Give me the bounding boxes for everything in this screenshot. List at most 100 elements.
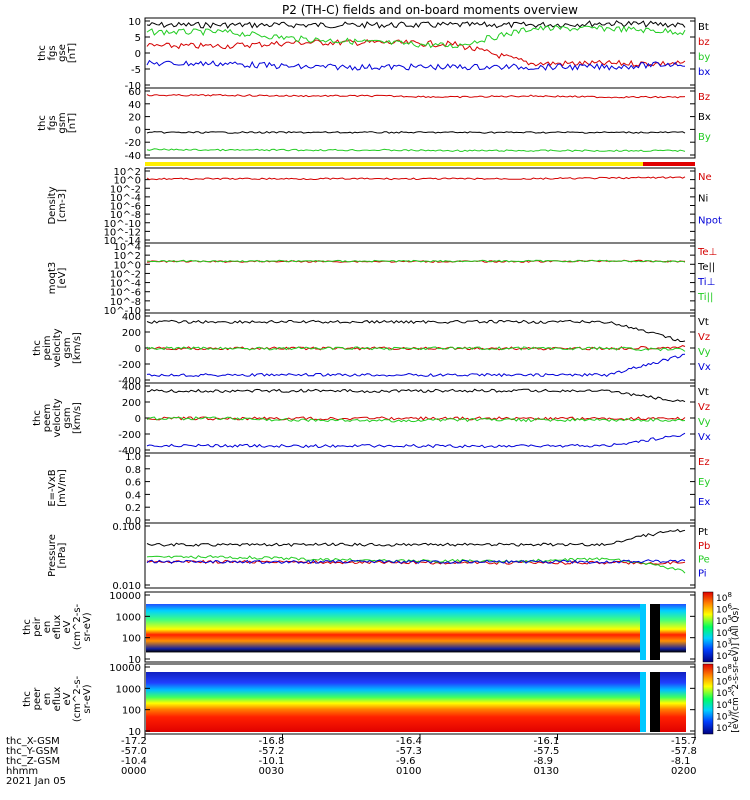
legend-ne: Ne bbox=[698, 172, 712, 183]
ylabel: gsm bbox=[62, 407, 73, 428]
colorbar-tick: 106 bbox=[716, 675, 732, 688]
colorbar-tick: 104 bbox=[716, 698, 732, 711]
spectrogram-ion bbox=[146, 604, 641, 660]
legend-te||: Te|| bbox=[697, 262, 715, 273]
footer-time: 0000 bbox=[121, 766, 146, 777]
ylabel: Pressure bbox=[47, 534, 58, 577]
footer-z: -8.9 bbox=[534, 756, 554, 767]
legend-bz: Bz bbox=[698, 92, 710, 103]
colorbar-electron-scale bbox=[702, 663, 714, 735]
legend-ti||: Ti|| bbox=[697, 292, 713, 303]
ytick-label: 0 bbox=[135, 414, 141, 425]
ytick-label: 10^-2 bbox=[110, 269, 141, 280]
ylabel: fgs bbox=[47, 45, 58, 60]
ytick-label: -5 bbox=[131, 65, 141, 76]
ytick-label: 10^-6 bbox=[110, 288, 141, 299]
ytick-label: 10^2 bbox=[114, 251, 141, 262]
ytick-label: 0 bbox=[135, 49, 141, 60]
ytick-label: 0.6 bbox=[125, 478, 141, 489]
panel-frame bbox=[144, 242, 696, 314]
footer-time: 0100 bbox=[396, 766, 421, 777]
ytick-label: -400 bbox=[118, 446, 141, 457]
legend-vy: Vy bbox=[698, 417, 711, 428]
legend-by: by bbox=[698, 52, 710, 63]
ytick-label: 10^-2 bbox=[110, 184, 141, 195]
ytick-label: 10 bbox=[128, 727, 141, 738]
ylabel: [nPa] bbox=[57, 542, 68, 568]
ylabel: (cm^2-s- bbox=[72, 675, 83, 722]
series-vx bbox=[146, 353, 686, 378]
ylabel: [eV] bbox=[57, 268, 68, 289]
footer-row-label: 2021 Jan 05 bbox=[6, 776, 66, 787]
ylabel: peim bbox=[42, 335, 53, 360]
ylabel: thc bbox=[37, 115, 48, 131]
ytick-label: 10^-14 bbox=[104, 236, 141, 247]
series-vy bbox=[146, 346, 686, 352]
footer-y: -57.8 bbox=[671, 746, 697, 757]
colorbar-tick: 102 bbox=[716, 721, 732, 734]
ytick-label: 0.8 bbox=[125, 465, 141, 476]
colorbar-tick: 108 bbox=[716, 663, 732, 676]
colorbar-tick: 104 bbox=[716, 626, 732, 639]
legend-vx: Vx bbox=[698, 362, 711, 373]
footer-x: -16.8 bbox=[259, 736, 285, 747]
legend-by: By bbox=[698, 132, 711, 143]
legend-vt: Vt bbox=[698, 317, 709, 328]
ytick-label: 10^2 bbox=[114, 167, 141, 178]
ytick-label: -40 bbox=[125, 151, 141, 162]
ytick-label: -200 bbox=[118, 430, 141, 441]
ylabel: moqt3 bbox=[47, 262, 58, 295]
ylabel: [nT] bbox=[67, 43, 78, 63]
ylabel: gsm bbox=[57, 112, 68, 133]
legend-pb: Pb bbox=[698, 541, 710, 552]
ytick-label: 10^-8 bbox=[110, 297, 141, 308]
ylabel: eflux bbox=[52, 687, 63, 712]
ytick-label: -200 bbox=[118, 360, 141, 371]
ytick-label: 0 bbox=[135, 344, 141, 355]
ylabel: sr-eV) bbox=[82, 684, 93, 713]
spectrogram-gap-black bbox=[650, 672, 660, 732]
colorbar-tick: 105 bbox=[716, 686, 732, 699]
colorbar-electron bbox=[702, 663, 714, 735]
panel-8: 0.100 0.010 Pressure [nPa] Pt Pb Pe Pi bbox=[47, 522, 710, 592]
ylabel: [cm-3] bbox=[57, 189, 68, 222]
ytick-label: -10 bbox=[125, 81, 141, 92]
ytick-label: -20 bbox=[125, 138, 141, 149]
legend-bx: bx bbox=[698, 67, 710, 78]
ytick-label: 10^-6 bbox=[110, 202, 141, 213]
ytick-label: 10^-8 bbox=[110, 210, 141, 221]
ylabel: peer bbox=[32, 687, 43, 711]
legend-ti⊥: Ti⊥ bbox=[697, 277, 715, 288]
series-by bbox=[146, 148, 686, 153]
ylabel: en bbox=[42, 621, 53, 634]
figure-title: P2 (TH-C) fields and on-board moments ov… bbox=[282, 3, 578, 17]
panel-7: 1.0 0.8 0.60.4 0.2 0.0 E=-VxB [mV/m] Ez Ey Ex bbox=[47, 452, 710, 527]
footer-x: -16.1 bbox=[534, 736, 560, 747]
ytick-label: 0.4 bbox=[125, 490, 141, 501]
ylabel: eV bbox=[62, 620, 73, 633]
ylabel: thc bbox=[37, 45, 48, 61]
footer-row-label: hhmm bbox=[6, 766, 38, 777]
ylabel: gse bbox=[57, 44, 68, 62]
panel-frame bbox=[144, 452, 696, 524]
legend-vy: Vy bbox=[698, 347, 711, 358]
ylabel: thc bbox=[22, 619, 33, 635]
panel-2: 60 40 200 -20 -40 thc fgs gsm [nT] Bz Bx By bbox=[37, 87, 711, 162]
colorbar-tick: 105 bbox=[716, 614, 732, 627]
colorbar-tick: 102 bbox=[716, 649, 732, 662]
colorbar-tick: 103 bbox=[716, 637, 732, 650]
spectrogram-tail bbox=[660, 604, 686, 660]
ytick-label: 10^-12 bbox=[104, 227, 141, 238]
ytick-label: 200 bbox=[122, 328, 141, 339]
series-bz bbox=[146, 39, 686, 67]
ytick-label: 400 bbox=[122, 382, 141, 393]
panel-10: 10000 1000 100 10 thc peer en eflux eV (cm^2-s-sr… bbox=[22, 663, 696, 738]
legend-ex: Ex bbox=[698, 497, 710, 508]
panel-5: 400 200 0 -200 -400 thc peim velocity gsm [km/s] V… bbox=[32, 312, 711, 387]
colorbar-tick: 103 bbox=[716, 709, 732, 722]
ytick-label: 0.0 bbox=[125, 516, 141, 527]
legend-ez: Ez bbox=[698, 457, 710, 468]
footer-y: -57.2 bbox=[259, 746, 285, 757]
ytick-label: 10^-10 bbox=[104, 306, 141, 317]
